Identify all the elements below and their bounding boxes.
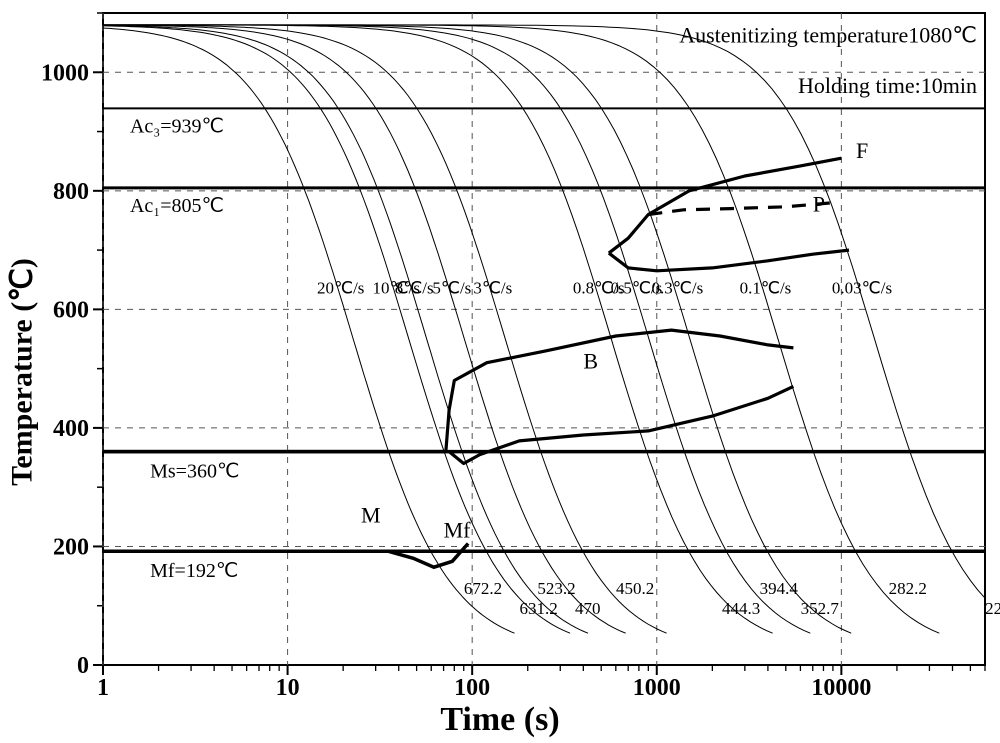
svg-text:Mf: Mf (444, 518, 472, 543)
svg-text:B: B (583, 349, 598, 374)
svg-text:450.2: 450.2 (616, 579, 654, 598)
svg-text:394.4: 394.4 (760, 579, 799, 598)
svg-text:P: P (813, 192, 825, 217)
svg-text:1000: 1000 (41, 60, 89, 86)
svg-text:100: 100 (454, 675, 490, 701)
svg-text:600: 600 (53, 297, 89, 323)
svg-text:Austenitizing temperature1080℃: Austenitizing temperature1080℃ (679, 23, 977, 48)
svg-text:0.03℃/s: 0.03℃/s (832, 279, 892, 298)
svg-text:444.3: 444.3 (722, 599, 760, 618)
svg-text:M: M (361, 503, 381, 528)
svg-text:Ac₁=805℃: Ac₁=805℃ (130, 195, 224, 217)
svg-text:1000: 1000 (633, 675, 681, 701)
svg-text:672.2: 672.2 (464, 579, 502, 598)
svg-text:F: F (856, 138, 868, 163)
svg-text:0: 0 (77, 653, 89, 679)
chart-svg: 0 200 400 600 800 1000 1 10 100 1000 10000 Austenit… (0, 0, 1000, 743)
svg-text:470: 470 (575, 599, 601, 618)
svg-text:20℃/s: 20℃/s (317, 279, 364, 298)
svg-text:282.2: 282.2 (889, 579, 927, 598)
svg-text:3℃/s: 3℃/s (473, 279, 512, 298)
svg-text:0.1℃/s: 0.1℃/s (740, 279, 792, 298)
svg-text:10: 10 (276, 675, 300, 701)
svg-text:200: 200 (53, 534, 89, 560)
svg-text:Ms=360℃: Ms=360℃ (150, 461, 239, 483)
svg-text:10000: 10000 (811, 675, 871, 701)
svg-text:523.2: 523.2 (537, 579, 575, 598)
svg-text:Holding time:10min: Holding time:10min (798, 73, 977, 98)
svg-text:0.3℃/s: 0.3℃/s (652, 279, 704, 298)
svg-text:Mf=192℃: Mf=192℃ (150, 560, 238, 582)
cct-chart: 0 200 400 600 800 1000 1 10 100 1000 10000 Austenit… (0, 0, 1000, 743)
svg-text:400: 400 (53, 416, 89, 442)
svg-text:5℃/s: 5℃/s (432, 279, 471, 298)
svg-text:352.7: 352.7 (801, 599, 840, 618)
svg-text:8℃/s: 8℃/s (395, 279, 434, 298)
svg-text:631.2: 631.2 (519, 599, 557, 618)
svg-text:223.2: 223.2 (985, 599, 1000, 618)
y-axis-label: Temperature (℃) (5, 258, 40, 486)
svg-text:1: 1 (97, 675, 109, 701)
x-axis-label: Time (s) (440, 701, 559, 739)
svg-text:800: 800 (53, 179, 89, 205)
svg-text:Ac₃=939℃: Ac₃=939℃ (130, 115, 224, 137)
